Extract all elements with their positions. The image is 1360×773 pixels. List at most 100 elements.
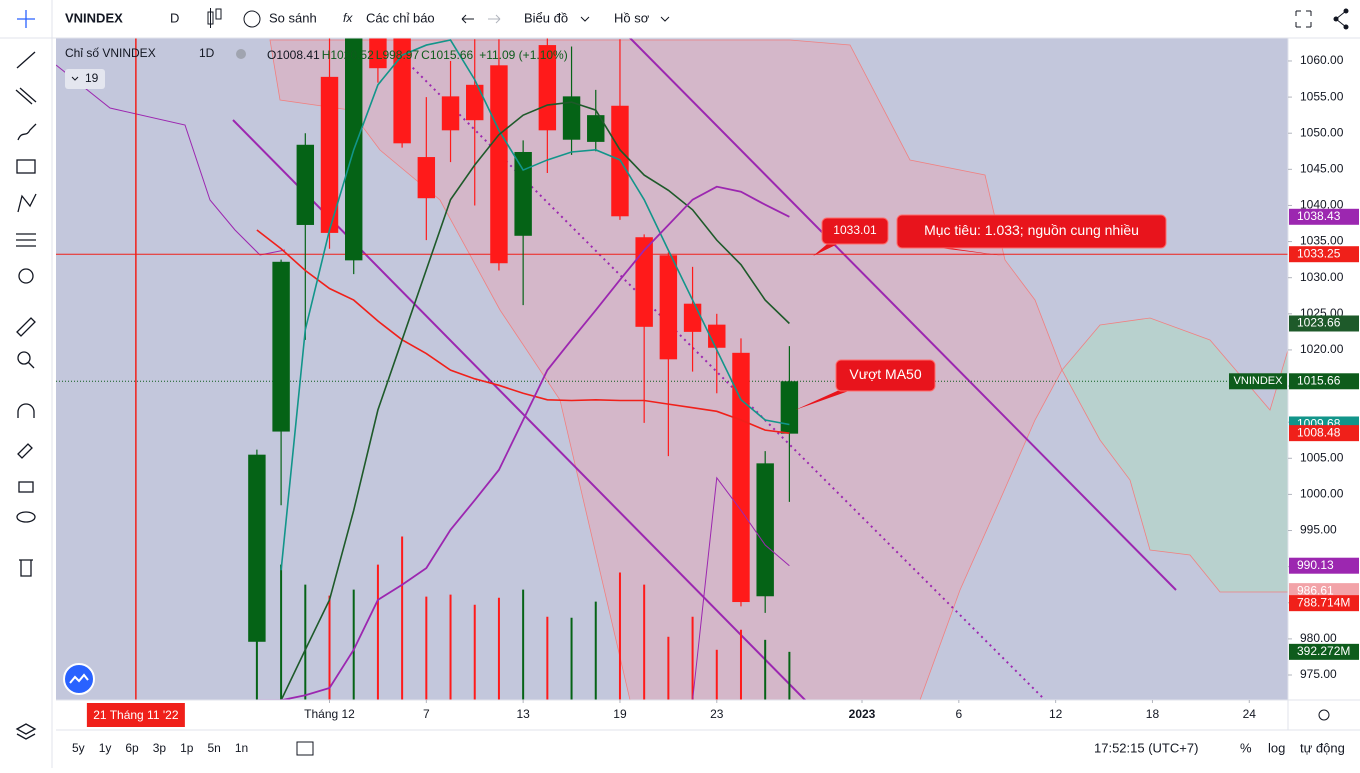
compare[interactable]: So sánh: [269, 10, 317, 25]
candle-body: [296, 144, 315, 225]
trash-tool[interactable]: [19, 559, 33, 577]
profile[interactable]: Hồ sơ: [614, 10, 650, 25]
callout-text: Vượt MA50: [849, 366, 921, 382]
chart-title: Chỉ số VNINDEX: [65, 46, 156, 60]
indicators[interactable]: Các chỉ báo: [366, 10, 435, 25]
indicator-line: [280, 39, 790, 571]
line-tool[interactable]: [16, 51, 36, 69]
candle-icon[interactable]: [207, 8, 222, 28]
undo[interactable]: [461, 14, 474, 24]
chevron: [660, 16, 670, 22]
fullscreen[interactable]: [1295, 10, 1312, 28]
top-toolbar: VNINDEX D So sánh fx Các chỉ báo Biểu đồ…: [65, 8, 1349, 30]
shape-tool[interactable]: [18, 268, 34, 284]
x-tick-label: 12: [1049, 707, 1063, 721]
auto-toggle[interactable]: tự động: [1300, 740, 1345, 755]
y-tick-label: 995.00: [1300, 523, 1337, 537]
plus-icon[interactable]: [243, 10, 261, 28]
price-tag-label: 1023.66: [1297, 316, 1341, 330]
candle-body: [441, 96, 460, 131]
candle-body: [587, 115, 605, 142]
indicator-count: 19: [85, 71, 99, 85]
logo-mark: [69, 673, 89, 684]
range-button[interactable]: 5y: [72, 741, 85, 755]
price-tag-label: 990.13: [1297, 558, 1334, 572]
y-tick-label: 1060.00: [1300, 53, 1344, 67]
price-tag: [1289, 246, 1359, 263]
left-toolbar: [15, 10, 37, 740]
price-tag: [1289, 208, 1359, 225]
y-tick-label: 1030.00: [1300, 270, 1344, 284]
range-button[interactable]: 1n: [235, 741, 248, 755]
price-tag-label: 986.61: [1297, 583, 1334, 597]
candle-body: [562, 96, 581, 140]
predict-tool[interactable]: [16, 233, 36, 247]
range-button[interactable]: 1y: [99, 741, 112, 755]
indicator-line: [280, 101, 790, 700]
layers[interactable]: [15, 723, 37, 740]
price-tag: [1289, 557, 1359, 574]
chevron: [71, 76, 79, 81]
candle-body: [780, 381, 799, 434]
callout-text: Mục tiêu: 1.033; nguồn cung nhiều: [924, 222, 1139, 238]
log-toggle[interactable]: log: [1268, 740, 1285, 755]
y-tick-label: 1000.00: [1300, 487, 1344, 501]
indicator-toggle[interactable]: [65, 69, 105, 89]
crosshair-tool[interactable]: [17, 10, 35, 28]
indicator-line: [256, 229, 790, 434]
fib-tool[interactable]: [15, 87, 37, 105]
candle-body: [393, 38, 411, 144]
x-tick-label: 18: [1146, 707, 1160, 721]
eye-tool[interactable]: [16, 511, 36, 523]
chart-type[interactable]: Biểu đồ: [524, 10, 568, 25]
candle-body: [514, 151, 532, 236]
candle-body: [272, 261, 290, 432]
share[interactable]: [1333, 8, 1349, 30]
crosshair-label: 21 Tháng 11 '22: [93, 708, 179, 722]
series-tag-label: VNINDEX: [1234, 375, 1284, 387]
zoom-tool[interactable]: [17, 351, 31, 365]
percent-toggle[interactable]: %: [1240, 740, 1252, 755]
range-button[interactable]: 5n: [207, 741, 220, 755]
trendline: [629, 38, 1177, 591]
y-tick-label: 1020.00: [1300, 342, 1344, 356]
brush-tool[interactable]: [17, 123, 37, 141]
x-tick-label: 13: [516, 707, 530, 721]
pattern-tool[interactable]: [17, 193, 37, 213]
redo[interactable]: [488, 14, 501, 24]
dot: [236, 49, 246, 59]
x-tick-label: 19: [613, 707, 627, 721]
candle-body: [466, 84, 484, 121]
date-range[interactable]: [296, 741, 314, 756]
interval[interactable]: D: [170, 10, 179, 25]
text-tool[interactable]: [16, 159, 36, 174]
logo[interactable]: [63, 663, 95, 695]
ohlc-value: O1008.41: [267, 48, 320, 62]
fx-icon[interactable]: fx: [343, 11, 353, 25]
y-tick-label: 975.00: [1300, 667, 1337, 681]
range-button[interactable]: 6p: [125, 741, 139, 755]
magnet-tool[interactable]: [17, 403, 35, 418]
range-button[interactable]: 3p: [153, 741, 167, 755]
y-tick-label: 1040.00: [1300, 198, 1344, 212]
settings[interactable]: [1318, 709, 1330, 721]
candle-body: [683, 303, 702, 332]
y-tick-label: 1055.00: [1300, 89, 1344, 103]
price-tag-label: 1033.25: [1297, 246, 1341, 260]
x-tick-label: 23: [710, 707, 724, 721]
lock-tool[interactable]: [18, 481, 34, 493]
callout-box: [896, 214, 1167, 249]
price-tag-label: 1015.66: [1297, 373, 1341, 387]
range-button[interactable]: 1p: [180, 741, 194, 755]
candle-body: [417, 157, 436, 199]
indicator-line: [256, 185, 790, 700]
candle-body: [369, 38, 387, 69]
candle-body: [756, 463, 774, 597]
lock-draw-tool[interactable]: [17, 443, 33, 459]
symbol[interactable]: VNINDEX: [65, 10, 123, 25]
measure-tool[interactable]: [16, 317, 36, 337]
price-tag-label: 1008.48: [1297, 425, 1341, 439]
price-tag-label: 1038.43: [1297, 209, 1341, 223]
x-tick-label: 7: [423, 707, 430, 721]
